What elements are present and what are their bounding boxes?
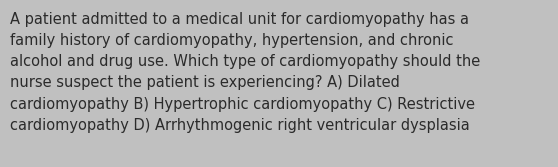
Text: A patient admitted to a medical unit for cardiomyopathy has a
family history of : A patient admitted to a medical unit for… [10,12,480,133]
